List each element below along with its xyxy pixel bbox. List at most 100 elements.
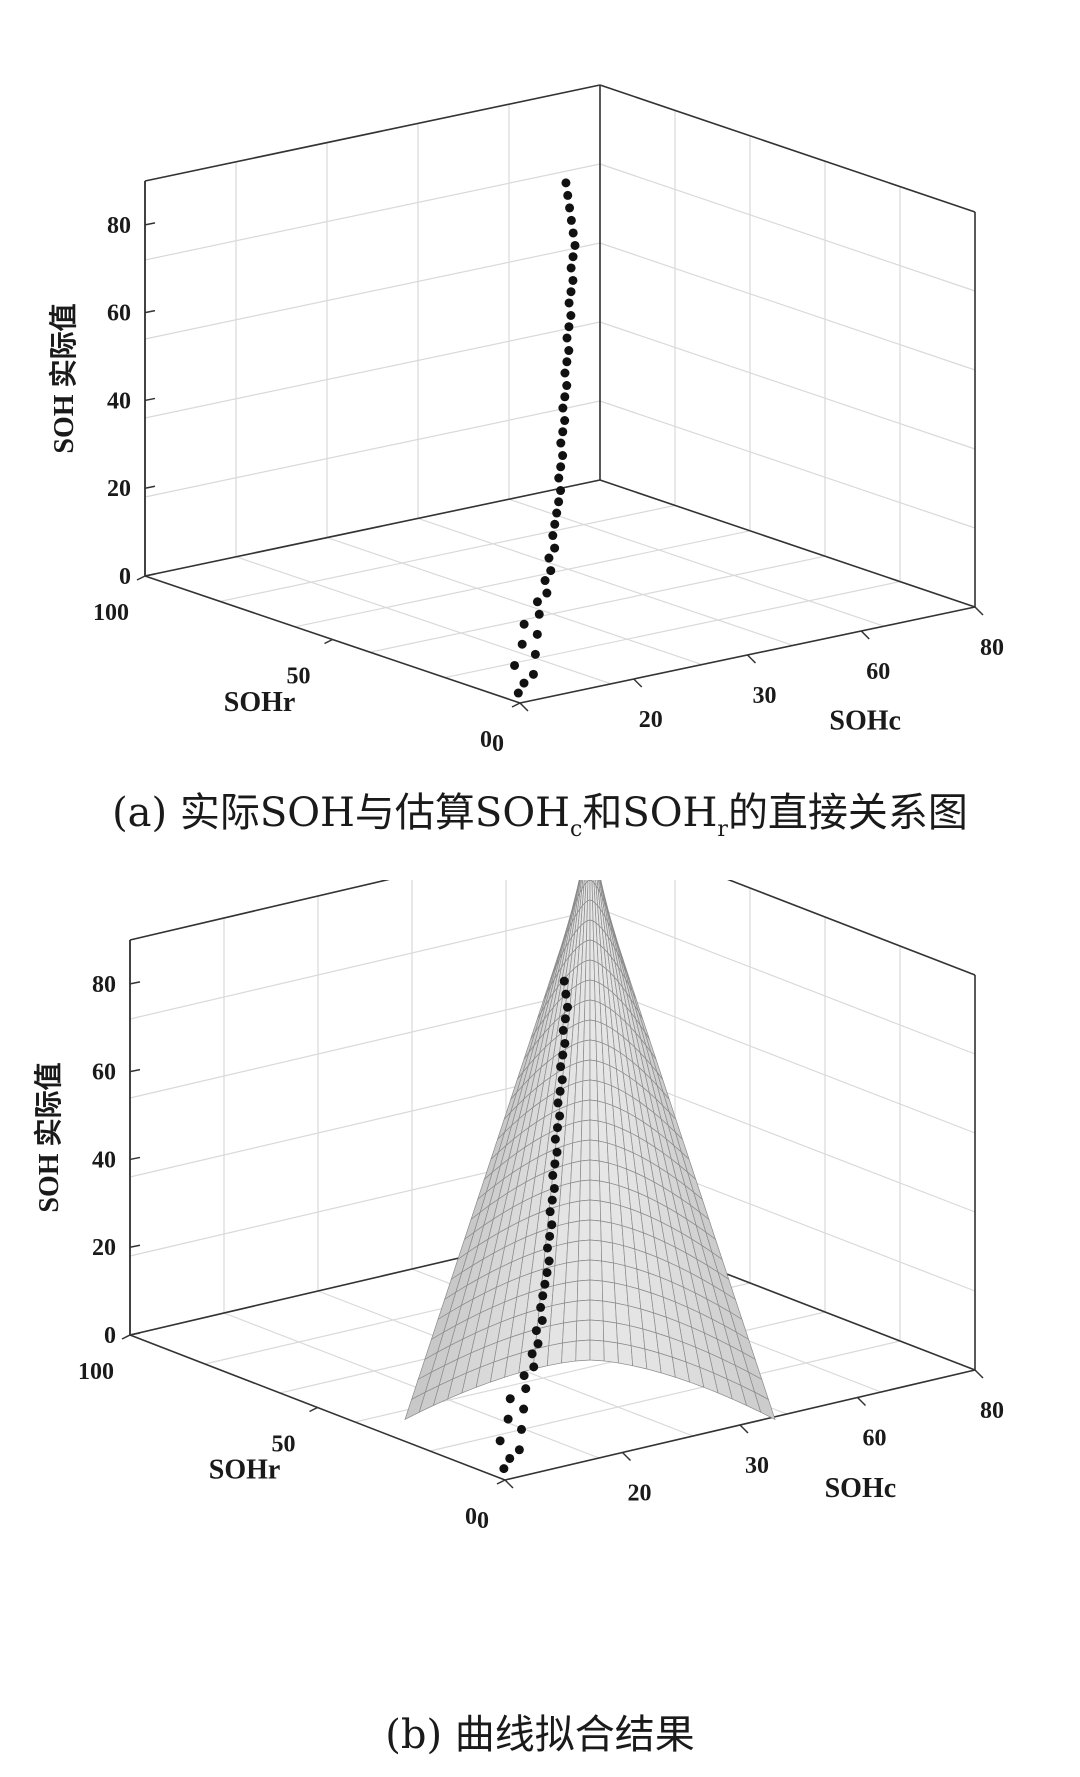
surface-patch [599,1180,611,1204]
surface-patch [571,1140,582,1164]
z-tick-mark [144,309,156,314]
surface-patch [561,1340,577,1364]
panel-a-svg: 0 20 40 60 80 0 20 30 60 80 0 50 100 SOHc SOHr SOH 实际值 [47,84,1004,757]
data-point [534,609,544,619]
data-point [560,1038,570,1048]
surface-patch [557,1202,571,1227]
grid-line [129,987,601,1099]
data-point [570,240,580,250]
y-tick-label: 0 [480,727,492,753]
box-edge [599,84,976,213]
x-tick-label: 60 [863,1426,887,1452]
surface-patch [548,1322,564,1347]
surface-patch [589,1039,597,1062]
grid-line [599,987,976,1134]
surface-patch [579,1159,591,1182]
data-point [568,275,578,285]
grid-line [144,163,601,261]
surface-patch [611,1242,626,1267]
data-point [552,1147,562,1157]
surface-patch [556,1222,570,1247]
surface-patch [576,1279,591,1302]
data-point [564,298,574,308]
surface-patch [602,1320,618,1344]
surface-patch [584,979,591,1002]
data-point [558,403,568,413]
surface-patch [581,1099,591,1122]
surface-patch [551,1282,566,1307]
surface-patch [589,1259,603,1282]
data-point [514,1445,524,1455]
x-tick-label: 20 [628,1481,652,1507]
data-point [550,1159,560,1169]
surface-patch [617,1342,634,1367]
surface-patch [589,1119,600,1142]
box-edge [144,479,601,577]
data-point [560,1014,570,1024]
surface-patch [579,1179,591,1202]
data-point [544,1256,554,1266]
y-axis-label: SOHr [209,1454,281,1485]
data-point [550,519,560,529]
data-point [558,1025,568,1035]
data-point [517,1424,526,1434]
data-point [559,976,569,986]
surface-patch [582,1079,591,1102]
x-tick-label: 30 [745,1453,769,1479]
z-tick-label: 0 [104,1323,116,1349]
data-point [562,333,572,343]
data-point [552,508,562,518]
data-point [545,1207,555,1217]
z-tick-mark [129,1332,141,1336]
data-point [565,203,575,213]
y-tick-label: 100 [93,600,129,626]
z-tick-mark [144,222,156,226]
data-point [568,252,578,262]
data-point [542,588,552,598]
data-point [566,310,576,320]
surface-patch [554,1242,569,1267]
surface-patch [585,939,591,962]
y-tick-mark [136,575,146,581]
data-point [550,1134,560,1144]
grid-line [129,880,389,941]
data-point [564,322,574,332]
data-point [566,263,576,273]
x-tick-label: 0 [492,731,504,757]
grid-line [508,498,885,627]
grid-line [129,908,601,1020]
y-tick-label: 0 [465,1504,477,1530]
data-point [547,1195,557,1205]
surface-patch [589,1319,605,1342]
x-tick-label: 30 [753,683,777,709]
surface-patch [589,1059,598,1082]
data-point [556,462,566,472]
grid-line [599,242,976,371]
surface-patch [589,1279,604,1302]
surface-patch [586,919,591,942]
data-point [533,1339,543,1349]
surface-patch [587,880,591,902]
grid-line [417,517,794,646]
surface-patch [565,1102,576,1127]
surface-patch [553,1262,567,1287]
surface-patch [579,980,586,1004]
grid-line [369,555,826,653]
z-tick-label: 20 [92,1235,116,1261]
panel-a-chart: 0 20 40 60 80 0 20 30 60 80 0 50 100 SOHc SOHr SOH 实际值 [0,0,1080,770]
data-point [540,576,550,586]
data-point [557,1075,567,1085]
grid-line [144,242,601,340]
panel-b-svg: 0 20 40 60 80 0 20 30 60 80 0 50 100 SOHc SOHr SOH 实际值 [32,880,1004,1534]
z-tick-label: 0 [119,564,131,590]
surface-patch [578,1219,591,1242]
surface-patch [572,1120,583,1144]
y-axis-label: SOHr [224,687,296,718]
data-point [566,287,576,297]
data-point [532,629,542,639]
y-tick-label: 50 [272,1432,296,1458]
data-point [537,1315,547,1325]
data-point [538,1291,548,1301]
surface-patch [575,1319,591,1342]
surface-patch [576,1040,585,1064]
